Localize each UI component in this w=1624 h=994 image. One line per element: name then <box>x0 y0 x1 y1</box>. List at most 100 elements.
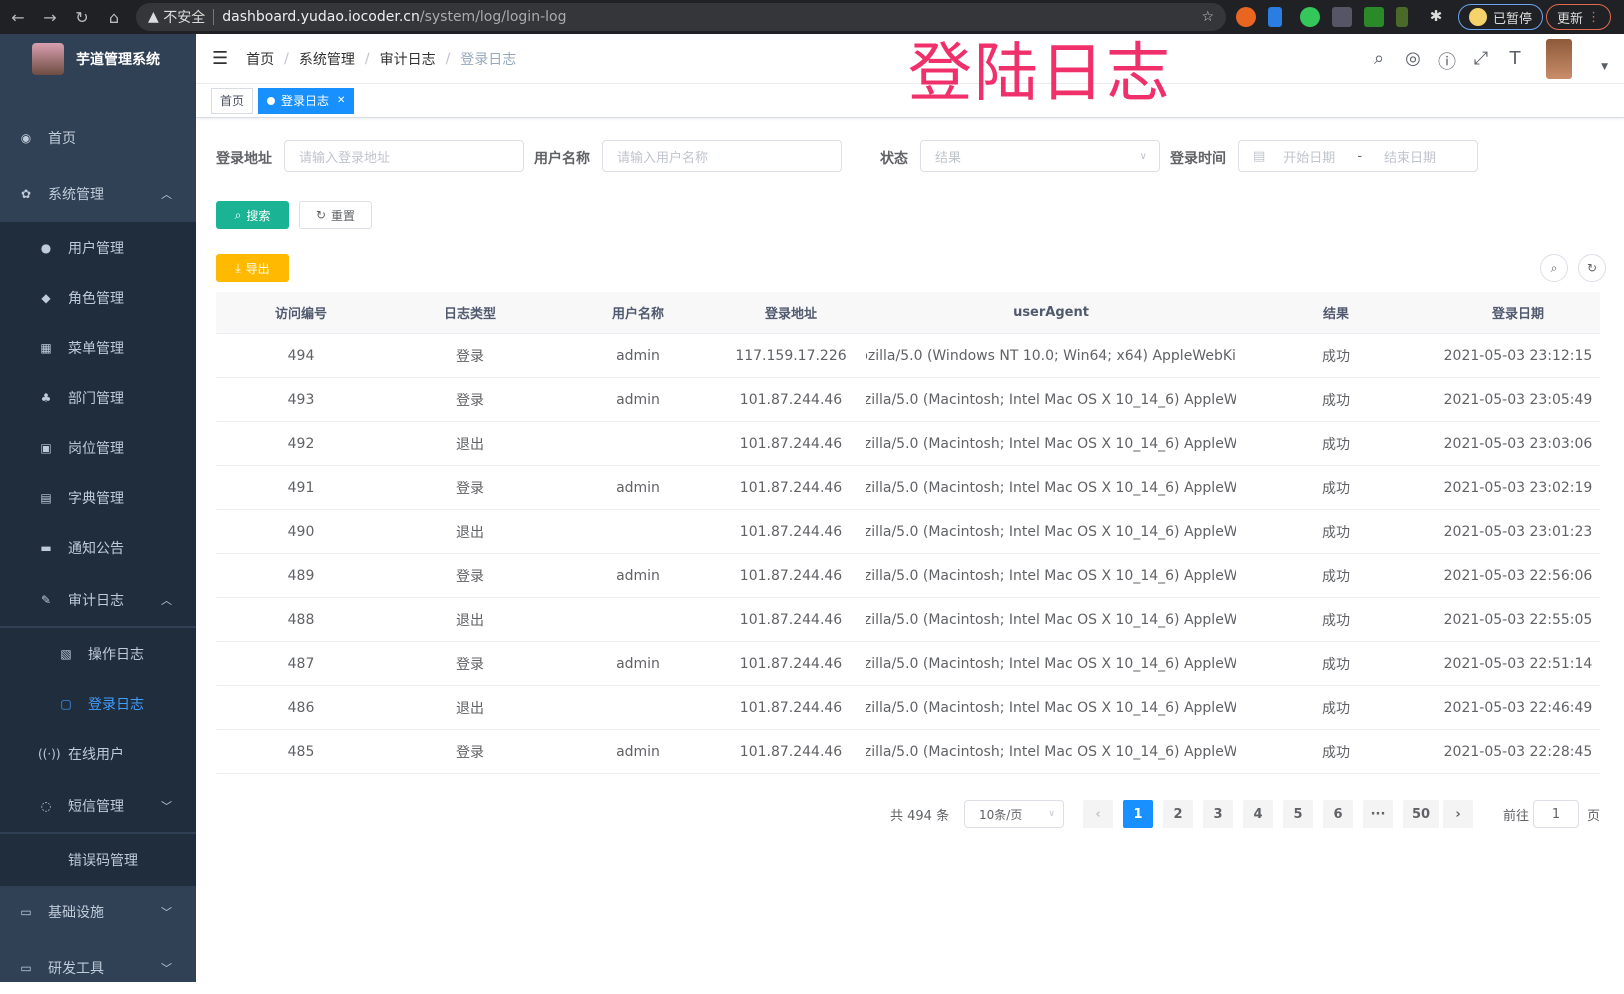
sidebar-item[interactable]: ◌ 短信管理 ﹀ <box>0 780 196 832</box>
sidebar-item[interactable]: ▢ 登录日志 <box>0 678 196 730</box>
page-size-select[interactable]: 10条/页 ∨ <box>964 800 1064 828</box>
status-select[interactable]: 结果 ∨ <box>920 140 1160 172</box>
page-button[interactable]: 5 <box>1283 800 1313 828</box>
sidebar-item[interactable]: ✎ 审计日志 ︿ <box>0 574 196 626</box>
extension-icon[interactable] <box>1268 7 1282 27</box>
tag-home[interactable]: 首页 <box>211 87 254 114</box>
table-cell: admin <box>616 567 660 584</box>
sidebar-item[interactable]: ♣ 部门管理 <box>0 372 196 424</box>
page-button[interactable]: 2 <box>1163 800 1193 828</box>
address-bar[interactable]: ▲ 不安全 dashboard.yudao.iocoder.cn/system/… <box>136 3 1226 31</box>
sidebar-item[interactable]: ▤ 字典管理 <box>0 472 196 524</box>
page-button[interactable]: 50 <box>1403 800 1439 828</box>
table-cell: 101.87.244.46 <box>739 479 843 496</box>
sidebar-item[interactable]: ▬ 通知公告 <box>0 522 196 574</box>
extension-icon[interactable] <box>1396 7 1408 27</box>
goto-page-input[interactable]: 1 <box>1533 800 1579 828</box>
sidebar-item-label: 研发工具 <box>48 961 104 977</box>
puzzle-icon[interactable]: ✱ <box>1429 7 1443 25</box>
table-cell: admin <box>616 655 660 672</box>
username-input[interactable]: 请输入用户名称 <box>602 140 842 172</box>
sidebar-item[interactable]: ▣ 岗位管理 <box>0 422 196 474</box>
page-button[interactable]: 3 <box>1203 800 1233 828</box>
table-cell: 491 <box>287 479 315 496</box>
next-page-button[interactable]: › <box>1443 800 1473 828</box>
extension-icon[interactable] <box>1332 7 1352 27</box>
sidebar-item[interactable]: 错误码管理 <box>0 834 196 886</box>
address-input[interactable]: 请输入登录地址 <box>284 140 524 172</box>
sidebar-item-label: 角色管理 <box>68 291 124 307</box>
tag-login-log[interactable]: 登录日志 ✕ <box>258 87 355 114</box>
page-button[interactable]: 4 <box>1243 800 1273 828</box>
font-size-icon[interactable]: T <box>1509 48 1521 69</box>
reload-icon[interactable]: ↻ <box>75 7 89 27</box>
extension-icon[interactable] <box>1300 7 1320 27</box>
table-cell: Mozilla/5.0 (Macintosh; Intel Mac OS X 1… <box>866 743 1236 760</box>
search-button[interactable]: ⌕ 搜索 <box>216 201 289 229</box>
page-button[interactable]: 1 <box>1123 800 1153 828</box>
table-cell: 2021-05-03 23:12:15 <box>1443 347 1593 364</box>
extension-icon[interactable] <box>1364 7 1384 27</box>
goto-label: 前往 <box>1503 808 1530 824</box>
fullscreen-icon[interactable]: ⤢ <box>1473 48 1489 69</box>
table-cell: 101.87.244.46 <box>739 435 843 452</box>
table-cell: 成功 <box>1322 744 1350 761</box>
caret-down-icon[interactable]: ▼ <box>1601 62 1608 72</box>
breadcrumb-item[interactable]: 首页 <box>246 51 275 68</box>
export-label: 导出 <box>245 261 270 276</box>
table-cell: 成功 <box>1322 348 1350 365</box>
username-label: 用户名称 <box>534 151 590 167</box>
sidebar-item[interactable]: ▦ 菜单管理 <box>0 322 196 374</box>
sidebar-item[interactable]: ✿ 系统管理 ︿ <box>0 168 196 220</box>
github-icon[interactable]: ◎ <box>1405 48 1421 69</box>
start-date[interactable]: 开始日期 <box>1283 150 1336 166</box>
export-button[interactable]: ⤓ 导出 <box>216 254 289 282</box>
search-icon[interactable]: ⌕ <box>1373 48 1385 69</box>
message-icon: ▬ <box>40 541 52 555</box>
breadcrumb-item[interactable]: 审计日志 <box>379 51 436 68</box>
extension-icon[interactable] <box>1236 7 1256 27</box>
toggle-search-button[interactable]: ⌕ <box>1540 254 1568 282</box>
table-cell <box>554 598 722 641</box>
update-button[interactable]: 更新 ⋮ <box>1546 4 1612 30</box>
address-label: 登录地址 <box>216 151 272 167</box>
sidebar-item[interactable]: ◉ 首页 <box>0 112 196 164</box>
logininfor-icon: ▢ <box>60 697 72 711</box>
refresh-button[interactable]: ↻ <box>1578 254 1606 282</box>
sidebar-item[interactable]: ◆ 角色管理 <box>0 272 196 324</box>
sidebar-item[interactable]: ((·)) 在线用户 <box>0 728 196 780</box>
sidebar-item[interactable]: ▭ 基础设施 ﹀ <box>0 886 196 938</box>
hamburger-icon[interactable]: ☰ <box>212 48 229 69</box>
table-cell: 494 <box>287 347 315 364</box>
forward-icon[interactable]: → <box>43 7 57 27</box>
bookmark-star-icon[interactable]: ☆ <box>1201 9 1214 25</box>
profile-button[interactable]: 已暂停 <box>1458 4 1544 30</box>
date-range-picker[interactable]: ▤ 开始日期 - 结束日期 <box>1238 140 1478 172</box>
table-cell: 101.87.244.46 <box>739 391 843 408</box>
sidebar-item[interactable]: ▭ 研发工具 ﹀ <box>0 942 196 994</box>
user-avatar[interactable] <box>1546 39 1572 79</box>
sidebar-item[interactable]: ▧ 操作日志 <box>0 628 196 680</box>
tag-label: 首页 <box>220 94 245 108</box>
end-date[interactable]: 结束日期 <box>1384 150 1437 166</box>
back-icon[interactable]: ← <box>11 7 25 27</box>
table-cell: 登录 <box>456 656 484 673</box>
close-icon[interactable]: ✕ <box>337 95 346 106</box>
home-icon[interactable]: ⌂ <box>108 7 120 27</box>
sidebar-item-label: 系统管理 <box>48 187 104 203</box>
table-cell: 101.87.244.46 <box>739 655 843 672</box>
sidebar-item-label: 岗位管理 <box>68 441 124 457</box>
table-cell: 2021-05-03 23:02:19 <box>1443 479 1593 496</box>
app-logo: 芋道管理系统 <box>0 34 196 84</box>
page-unit: 页 <box>1587 808 1601 824</box>
page-button[interactable]: ··· <box>1363 800 1393 828</box>
reset-button[interactable]: ↻ 重置 <box>299 201 372 229</box>
chevron-down-icon: ﹀ <box>161 800 172 813</box>
warning-icon: ▲ <box>148 9 159 25</box>
sidebar-item[interactable]: ● 用户管理 <box>0 222 196 274</box>
breadcrumb-item[interactable]: 系统管理 <box>298 51 355 68</box>
table-cell <box>554 686 722 729</box>
help-icon[interactable]: ⓘ <box>1438 52 1456 73</box>
prev-page-button[interactable]: ‹ <box>1083 800 1113 828</box>
page-button[interactable]: 6 <box>1323 800 1353 828</box>
